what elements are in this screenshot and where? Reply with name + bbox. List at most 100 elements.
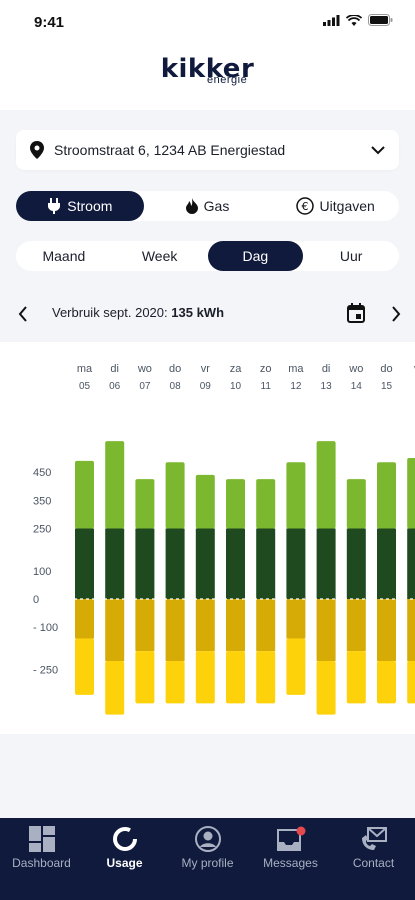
battery-icon [368, 14, 393, 26]
nav-label: My profile [181, 856, 234, 870]
nav-my-profile[interactable]: My profile [166, 818, 249, 900]
usage-icon [112, 827, 137, 851]
location-pin-icon [30, 141, 44, 159]
address-text: Stroomstraat 6, 1234 AB Energiestad [54, 142, 286, 158]
period-tabs: Maand Week Dag Uur [16, 241, 399, 271]
chevron-right-icon[interactable] [391, 306, 401, 322]
bar-return-base [286, 599, 306, 639]
bar-generation-base [135, 528, 155, 599]
bar-return-base [346, 599, 366, 652]
dashboard-icon [28, 826, 55, 852]
period-week[interactable]: Week [112, 241, 208, 271]
nav-dashboard[interactable]: Dashboard [0, 818, 83, 900]
bar-generation-high [377, 462, 396, 529]
nav-label: Contact [352, 856, 395, 870]
bar-return-high [75, 638, 94, 695]
bar-generation-base [377, 528, 396, 599]
bottom-nav: Dashboard Usage My profile Messages [0, 818, 415, 900]
tab-label: Gas [203, 198, 230, 214]
period-dag[interactable]: Dag [207, 241, 304, 271]
period-maand[interactable]: Maand [16, 241, 112, 271]
chevron-left-icon[interactable] [18, 306, 28, 322]
x-date-label: 05 [79, 381, 91, 392]
period-label: Maand [42, 248, 86, 264]
y-tick-label: 450 [33, 467, 51, 479]
bar-generation-base [286, 528, 306, 599]
bar-return-high [256, 651, 276, 704]
bar-generation-high [346, 479, 366, 529]
x-day-label: do [380, 363, 392, 375]
y-tick-label: 350 [33, 495, 51, 507]
bar-return-base [135, 599, 155, 652]
status-time: 9:41 [34, 14, 65, 31]
chevron-down-icon [371, 145, 385, 154]
x-day-label: za [230, 363, 243, 375]
contact-icon [361, 827, 387, 850]
x-date-label: 10 [230, 381, 242, 392]
tab-stroom[interactable]: Stroom [16, 191, 144, 221]
nav-contact[interactable]: Contact [332, 818, 415, 900]
euro-icon: € [295, 197, 314, 215]
x-date-label: 09 [200, 381, 212, 392]
bar-return-high [195, 651, 215, 704]
bar-return-high [105, 661, 125, 715]
bar-return-base [226, 599, 245, 652]
period-navigation: Verbruik sept. 2020: 135 kWh [0, 298, 415, 328]
bar-generation-base [256, 528, 276, 599]
bar-generation-high [286, 462, 306, 529]
y-tick-label: 100 [33, 566, 51, 578]
bar-return-high [286, 638, 306, 695]
nav-messages[interactable]: Messages [249, 818, 332, 900]
nav-usage[interactable]: Usage [83, 818, 166, 900]
profile-icon [194, 826, 221, 852]
energy-tabs: Stroom Gas € Uitgaven [16, 191, 399, 221]
plug-icon [48, 198, 61, 214]
bar-return-high [316, 661, 336, 715]
x-date-label: 12 [290, 381, 302, 392]
period-label: Week [141, 248, 178, 264]
nav-label: Usage [106, 856, 143, 870]
bar-generation-base [316, 528, 336, 599]
bar-generation-high [165, 462, 185, 529]
bar-generation-base [75, 528, 94, 599]
bar-return-base [407, 599, 415, 662]
tab-gas[interactable]: Gas [144, 191, 272, 221]
x-date-label: 07 [139, 381, 151, 392]
signal-icon [323, 14, 340, 26]
bar-return-base [75, 599, 94, 639]
bar-return-base [105, 599, 125, 662]
bar-generation-base [195, 528, 215, 599]
bar-return-base [377, 599, 396, 662]
brand-sub: energie [207, 74, 248, 86]
x-date-label: 08 [170, 381, 182, 392]
calendar-icon[interactable] [347, 303, 365, 323]
bar-return-high [407, 661, 415, 704]
address-select[interactable]: Stroomstraat 6, 1234 AB Energiestad [16, 130, 399, 170]
y-tick-label: - 250 [33, 665, 58, 677]
tab-uitgaven[interactable]: € Uitgaven [271, 191, 399, 221]
x-date-label: 14 [351, 381, 363, 392]
bar-return-high [165, 661, 185, 704]
bar-generation-base [407, 528, 415, 599]
x-day-label: v [414, 363, 415, 375]
usage-chart: 450 350 250 100 0 - 100 - 250 ma 05 di 06 wo 07 do 08 v… [0, 342, 415, 734]
x-date-label: 06 [109, 381, 121, 392]
bar-generation-high [105, 441, 125, 529]
bar-generation-high [316, 441, 336, 529]
status-icons [323, 14, 393, 26]
bar-generation-base [165, 528, 185, 599]
x-day-label: vr [201, 363, 211, 375]
bar-generation-high [256, 479, 276, 529]
x-day-label: wo [348, 363, 363, 375]
bar-generation-high [75, 460, 94, 529]
period-uur[interactable]: Uur [303, 241, 399, 271]
bar-return-high [346, 651, 366, 704]
tab-label: Uitgaven [319, 198, 375, 214]
tab-label: Stroom [67, 198, 113, 214]
bar-generation-high [135, 479, 155, 529]
period-label: Uur [339, 248, 363, 264]
bar-return-base [195, 599, 215, 652]
x-day-label: ma [288, 363, 304, 375]
status-bar: 9:41 [0, 0, 415, 44]
bar-return-high [377, 661, 396, 704]
